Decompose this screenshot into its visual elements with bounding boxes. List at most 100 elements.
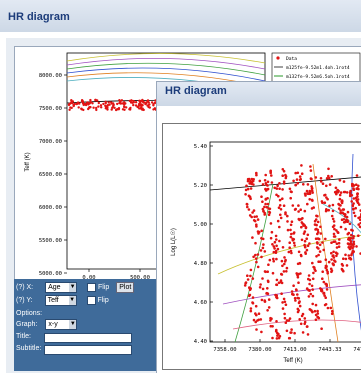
data-point	[324, 296, 327, 299]
data-point	[153, 101, 157, 104]
data-point	[347, 231, 351, 235]
data-point	[289, 249, 293, 253]
flip-x-checkbox[interactable]	[87, 282, 97, 292]
data-point	[252, 209, 256, 212]
graph-select[interactable]: x-y ▼	[45, 319, 78, 330]
data-point	[283, 316, 287, 320]
data-point	[352, 187, 355, 190]
data-point	[352, 245, 355, 248]
data-point	[318, 243, 322, 247]
data-point	[315, 214, 318, 218]
data-point	[278, 334, 282, 338]
data-point	[314, 176, 318, 179]
data-point	[246, 177, 250, 181]
data-point	[349, 236, 353, 240]
data-point	[335, 242, 339, 245]
data-point	[255, 328, 258, 331]
data-point	[303, 322, 306, 326]
data-point	[316, 228, 320, 232]
data-point	[249, 307, 253, 310]
data-point	[344, 227, 347, 231]
title-input[interactable]	[44, 333, 132, 343]
data-point	[306, 183, 310, 186]
data-point	[325, 196, 328, 199]
model-track	[322, 203, 361, 234]
data-point	[277, 206, 281, 209]
data-point	[272, 245, 276, 248]
data-point	[80, 100, 84, 103]
data-point	[293, 208, 297, 211]
data-point	[310, 309, 313, 312]
data-point	[266, 187, 270, 191]
data-point	[270, 174, 273, 177]
data-point	[76, 101, 80, 104]
data-point	[147, 104, 150, 107]
data-point	[274, 234, 278, 238]
data-point	[328, 183, 332, 186]
data-point	[344, 253, 347, 257]
data-point	[315, 255, 318, 258]
data-point	[357, 203, 361, 206]
data-point	[298, 262, 302, 265]
subtitle-input[interactable]	[44, 345, 132, 355]
data-point	[279, 213, 282, 217]
model-track	[66, 67, 266, 82]
hr-chart-front-svg: 5.40 5.20 5.00 4.80 4.60 4.40 7358.00 7380.00 74…	[170, 141, 361, 364]
data-point	[136, 105, 139, 109]
data-point	[343, 190, 347, 194]
data-point	[275, 244, 278, 248]
data-point	[264, 270, 267, 274]
data-point	[275, 238, 278, 241]
x-axis-select[interactable]: Age ▼	[45, 282, 78, 293]
data-point	[299, 322, 303, 326]
data-point	[297, 204, 300, 207]
data-point	[289, 196, 292, 200]
data-point	[268, 207, 272, 211]
data-point	[263, 250, 267, 253]
flip-y-checkbox[interactable]	[86, 295, 96, 305]
data-point	[273, 186, 276, 190]
data-point	[290, 220, 294, 223]
data-point	[323, 201, 327, 204]
plot-button[interactable]: Plot	[116, 282, 135, 293]
data-point	[128, 99, 131, 103]
data-point	[331, 309, 334, 313]
data-point	[324, 303, 328, 306]
data-point	[346, 210, 350, 214]
data-point	[88, 102, 92, 105]
data-point	[284, 175, 288, 178]
y-tick-label: 5000.00	[39, 271, 62, 277]
data-point	[338, 193, 342, 197]
data-point	[245, 203, 249, 206]
data-point	[278, 239, 281, 243]
data-point	[300, 164, 303, 167]
data-point	[322, 248, 325, 252]
data-point	[255, 215, 258, 218]
data-point	[294, 183, 298, 187]
data-point	[296, 307, 300, 311]
data-point	[290, 328, 293, 331]
y-axis-select[interactable]: Teff ▼	[44, 295, 77, 306]
data-point	[304, 226, 308, 230]
data-point	[275, 296, 278, 299]
data-point	[311, 288, 314, 291]
data-point	[249, 287, 252, 290]
data-point	[283, 312, 286, 316]
data-point	[266, 270, 269, 273]
data-point	[357, 234, 360, 237]
data-point	[316, 230, 320, 234]
data-point	[276, 184, 279, 187]
data-point	[357, 184, 360, 188]
data-point	[336, 190, 340, 194]
data-point	[285, 266, 289, 270]
data-point	[299, 272, 302, 275]
data-point	[340, 267, 344, 271]
data-point	[284, 211, 287, 214]
data-point	[70, 99, 73, 102]
data-point	[264, 187, 267, 191]
data-point	[330, 251, 333, 255]
data-point	[286, 220, 289, 223]
data-point	[303, 243, 306, 247]
data-point	[141, 107, 144, 110]
data-point	[313, 266, 316, 269]
